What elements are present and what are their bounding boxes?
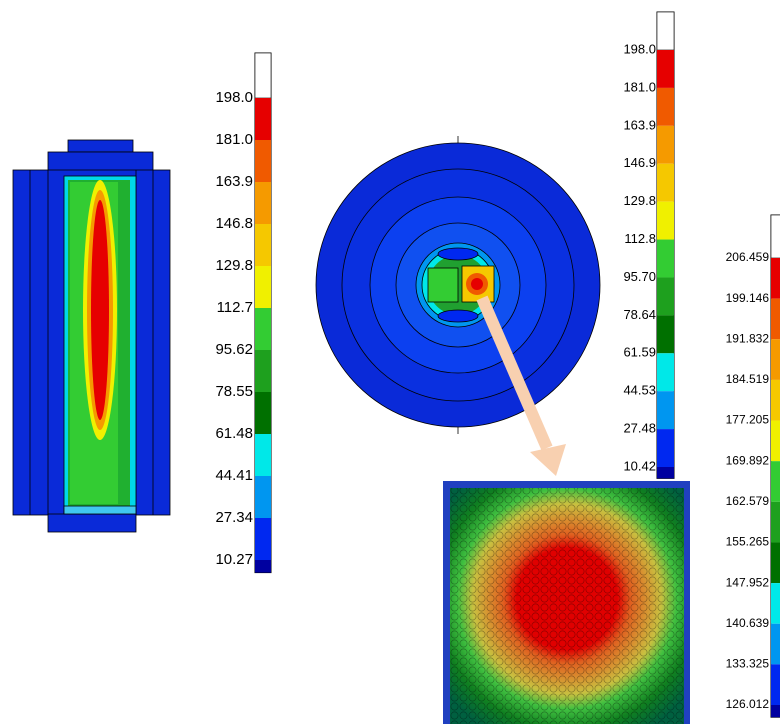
legend-swatch (255, 98, 271, 140)
legend-label: 199.146 (726, 291, 770, 305)
legend-swatch (771, 583, 780, 624)
legend-swatch (255, 392, 271, 434)
legend-label: 169.892 (726, 453, 770, 467)
legend-label: 61.48 (215, 425, 253, 442)
legend-label: 27.48 (623, 421, 656, 436)
legend-label: 163.9 (215, 173, 253, 190)
legend-swatch (771, 502, 780, 543)
legend-swatch (255, 140, 271, 182)
legend-label: 140.639 (726, 616, 770, 630)
figure: 198.0 181.0 163.9 146.8 129.8 112.7 95.62 78.55… (0, 0, 780, 724)
legend-swatch (771, 299, 780, 340)
legend-swatch (255, 224, 271, 266)
legend-label: 163.9 (623, 117, 656, 132)
legend-swatch (255, 266, 271, 308)
legend-label: 10.27 (215, 551, 253, 568)
legend-swatch (255, 182, 271, 224)
legend-label: 95.62 (215, 341, 253, 358)
legend-swatch (657, 50, 674, 88)
legend-swatch (255, 476, 271, 518)
legend-swatch (255, 53, 271, 98)
legend-swatch (657, 164, 674, 202)
legend-label: 181.0 (623, 79, 656, 94)
legend-swatch (771, 705, 780, 717)
legend-label: 112.7 (217, 299, 253, 316)
legend-swatch (255, 560, 271, 573)
legend-swatch (657, 277, 674, 315)
legend-label: 61.59 (623, 345, 656, 360)
legend-swatch (771, 421, 780, 462)
legend-label: 27.34 (215, 509, 253, 526)
legend-label: 177.205 (726, 413, 770, 427)
legend-label: 147.952 (726, 575, 770, 589)
legend-label: 206.459 (726, 250, 770, 264)
legend-swatch (657, 126, 674, 164)
cross-section (13, 140, 170, 532)
legend-label: 129.8 (215, 257, 253, 274)
legend-label: 162.579 (726, 494, 770, 508)
legend-label: 191.832 (726, 331, 770, 345)
zoom-detail (443, 481, 690, 724)
legend-swatch (771, 258, 780, 299)
legend-swatch (255, 308, 271, 350)
legend-swatch (255, 434, 271, 476)
legend-swatch (255, 518, 271, 560)
legend-label: 95.70 (623, 269, 656, 284)
legend-label: 10.42 (623, 458, 656, 473)
legend-swatch (657, 12, 674, 50)
legend-label: 198.0 (623, 41, 656, 56)
legend-swatch (657, 202, 674, 240)
legend-label: 112.8 (624, 231, 656, 246)
legend-swatch (771, 215, 780, 258)
legend-swatch (657, 88, 674, 126)
legend-label: 44.41 (215, 467, 253, 484)
legend-label: 198.0 (215, 89, 253, 106)
legend-label: 155.265 (726, 535, 770, 549)
legend-label: 146.9 (623, 155, 656, 170)
legend-swatch (657, 353, 674, 391)
legend-swatch (771, 664, 780, 705)
plan-view (316, 136, 600, 434)
legend-swatch (657, 391, 674, 429)
legend-swatch (771, 339, 780, 380)
legend-swatch (255, 350, 271, 392)
legend-swatch (657, 429, 674, 467)
legend-label: 133.325 (726, 657, 770, 671)
legend-swatch (657, 467, 674, 478)
legend-swatch (657, 240, 674, 278)
legend-label: 146.8 (215, 215, 253, 232)
legend-swatch (771, 380, 780, 421)
legend-label: 181.0 (215, 131, 253, 148)
legend-swatch (771, 542, 780, 583)
legend-label: 184.519 (726, 372, 770, 386)
legend-label: 44.53 (623, 383, 656, 398)
legend-label: 78.55 (215, 383, 253, 400)
legend-label: 78.64 (623, 307, 656, 322)
legend-label: 126.012 (726, 697, 770, 711)
legend-swatch (771, 461, 780, 502)
legend-label: 129.8 (623, 193, 656, 208)
legend-swatch (657, 315, 674, 353)
legend-swatch (771, 624, 780, 665)
